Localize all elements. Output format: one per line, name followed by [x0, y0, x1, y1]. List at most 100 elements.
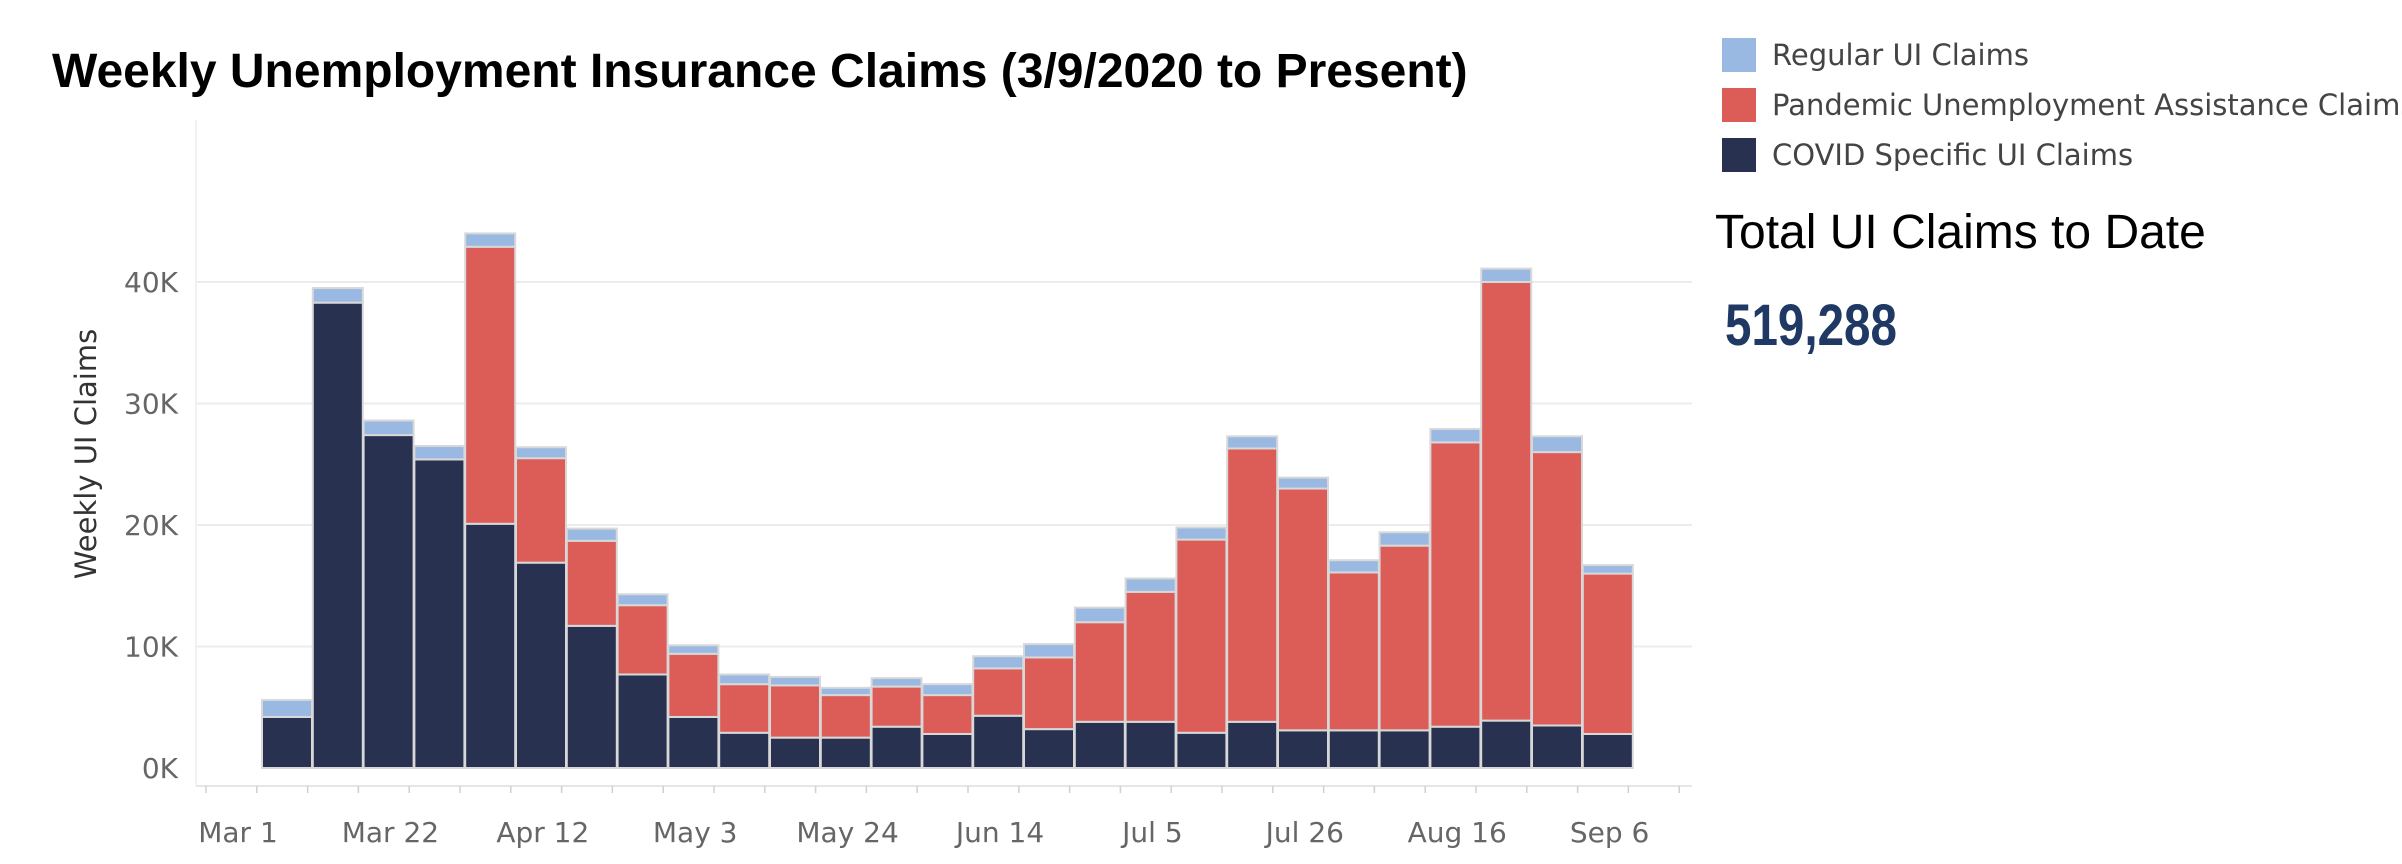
bar-segment-covid[interactable]	[972, 714, 1025, 770]
bar-segment-regular[interactable]	[1581, 564, 1634, 575]
bar-segment-pua[interactable]	[1378, 544, 1431, 732]
bar-segment-regular[interactable]	[819, 686, 872, 697]
bar-segment-covid[interactable]	[718, 731, 771, 770]
stacked-bar-chart: 0K 10K 20K 30K 40K Mar 1 Mar 22 Apr 12 May 3 May …	[69, 120, 1692, 849]
bar-segment-regular[interactable]	[1226, 435, 1279, 450]
x-tick-label: May 3	[653, 816, 738, 849]
x-tick-label: Sep 6	[1570, 816, 1650, 849]
legend-item-covid[interactable]: COVID Specific UI Claims	[1722, 130, 2402, 180]
bar-segment-regular[interactable]	[1175, 526, 1228, 541]
bar-segment-pua[interactable]	[718, 683, 771, 734]
bar-segment-covid[interactable]	[1378, 729, 1431, 770]
bar-segment-covid[interactable]	[1531, 724, 1583, 769]
bar-segment-covid[interactable]	[1480, 719, 1533, 769]
bar-segment-pua[interactable]	[1226, 447, 1279, 723]
bar-segment-covid[interactable]	[261, 715, 313, 769]
bar-segment-pua[interactable]	[1327, 571, 1380, 732]
legend: Regular UI Claims Pandemic Unemployment …	[1722, 30, 2402, 180]
bar-segment-regular[interactable]	[667, 644, 720, 655]
bar-segment-regular[interactable]	[921, 683, 974, 697]
bar-segment-regular[interactable]	[870, 677, 923, 688]
legend-label-covid: COVID Specific UI Claims	[1772, 138, 2134, 172]
bar-segment-regular[interactable]	[1277, 476, 1329, 490]
bar-segment-pua[interactable]	[1023, 656, 1075, 731]
bar-segment-covid[interactable]	[769, 736, 821, 769]
x-tick-label: Mar 22	[342, 816, 439, 849]
bar-segment-pua[interactable]	[921, 694, 974, 735]
bar-segment-pua[interactable]	[515, 457, 567, 564]
bar-segment-regular[interactable]	[1124, 577, 1177, 593]
bar-segment-covid[interactable]	[1226, 720, 1279, 770]
bar-segment-covid[interactable]	[1073, 720, 1126, 770]
x-tick-label: Jul 5	[1120, 816, 1183, 849]
bar-segment-covid[interactable]	[1277, 729, 1329, 770]
bar-segment-pua[interactable]	[1175, 538, 1228, 734]
bar-segment-regular[interactable]	[1023, 643, 1075, 659]
legend-swatch-covid	[1722, 138, 1756, 172]
y-tick-label: 40K	[124, 266, 179, 299]
bar-segment-regular[interactable]	[1429, 428, 1482, 444]
bar-segment-pua[interactable]	[1581, 572, 1634, 735]
legend-swatch-regular	[1722, 38, 1756, 72]
bar-segment-regular[interactable]	[718, 673, 771, 686]
bar-segment-pua[interactable]	[1124, 590, 1177, 723]
total-claims-value: 519,288	[1725, 293, 1897, 358]
x-tick-label: Jul 26	[1264, 816, 1344, 849]
bar-segment-pua[interactable]	[565, 539, 618, 627]
bar-segment-regular[interactable]	[515, 446, 567, 460]
bar-segment-pua[interactable]	[1531, 451, 1583, 727]
legend-swatch-pua	[1722, 88, 1756, 122]
bar-segment-covid[interactable]	[616, 673, 669, 770]
bar-segment-covid[interactable]	[311, 301, 364, 769]
bar-segment-pua[interactable]	[1480, 281, 1533, 722]
bar-segment-regular[interactable]	[413, 445, 466, 461]
bar-segment-regular[interactable]	[1073, 606, 1126, 624]
bar-segment-regular[interactable]	[261, 698, 313, 718]
bar-segment-covid[interactable]	[565, 624, 618, 769]
bar-segment-covid[interactable]	[1023, 728, 1075, 769]
bar-segment-covid[interactable]	[1327, 729, 1380, 770]
bars	[261, 232, 1634, 770]
x-tick-label: May 24	[796, 816, 898, 849]
bar-segment-pua[interactable]	[769, 684, 821, 739]
bar-segment-covid[interactable]	[870, 725, 923, 770]
bar-segment-regular[interactable]	[311, 287, 364, 304]
bar-segment-pua[interactable]	[1277, 487, 1329, 732]
legend-item-pua[interactable]: Pandemic Unemployment Assistance Claims	[1722, 80, 2402, 130]
bar-segment-regular[interactable]	[616, 593, 669, 607]
x-tick-label: Mar 1	[198, 816, 278, 849]
bar-segment-pua[interactable]	[819, 694, 872, 739]
bar-segment-covid[interactable]	[1175, 731, 1228, 770]
x-tick-label: Jun 14	[954, 816, 1044, 849]
bar-segment-pua[interactable]	[870, 685, 923, 728]
legend-item-regular[interactable]: Regular UI Claims	[1722, 30, 2402, 80]
bar-segment-regular[interactable]	[1480, 267, 1533, 284]
bar-segment-regular[interactable]	[1327, 559, 1380, 574]
bar-segment-pua[interactable]	[464, 245, 517, 525]
bar-segment-covid[interactable]	[464, 522, 517, 769]
bar-segment-regular[interactable]	[769, 675, 821, 687]
bar-segment-covid[interactable]	[819, 736, 872, 769]
bar-segment-regular[interactable]	[1378, 531, 1431, 547]
bar-segment-regular[interactable]	[565, 527, 618, 542]
bar-segment-covid[interactable]	[1429, 725, 1482, 770]
bar-segment-regular[interactable]	[1531, 435, 1583, 454]
bar-segment-regular[interactable]	[972, 655, 1025, 670]
bar-segment-covid[interactable]	[362, 434, 415, 769]
bar-segment-regular[interactable]	[464, 232, 517, 248]
bar-segment-covid[interactable]	[921, 732, 974, 769]
axes: 0K 10K 20K 30K 40K Mar 1 Mar 22 Apr 12 May 3 May …	[124, 266, 1692, 849]
bar-segment-pua[interactable]	[972, 667, 1025, 717]
bar-segment-pua[interactable]	[667, 652, 720, 718]
bar-segment-covid[interactable]	[667, 715, 720, 769]
total-claims-title: Total UI Claims to Date	[1715, 206, 2206, 259]
bar-segment-covid[interactable]	[413, 458, 466, 769]
bar-segment-pua[interactable]	[1073, 621, 1126, 723]
bar-segment-covid[interactable]	[515, 561, 567, 769]
bar-segment-covid[interactable]	[1124, 720, 1177, 770]
bar-segment-pua[interactable]	[616, 604, 669, 676]
bar-segment-covid[interactable]	[1581, 732, 1634, 769]
legend-label-pua: Pandemic Unemployment Assistance Claims	[1772, 88, 2402, 122]
bar-segment-regular[interactable]	[362, 419, 415, 437]
bar-segment-pua[interactable]	[1429, 441, 1482, 728]
